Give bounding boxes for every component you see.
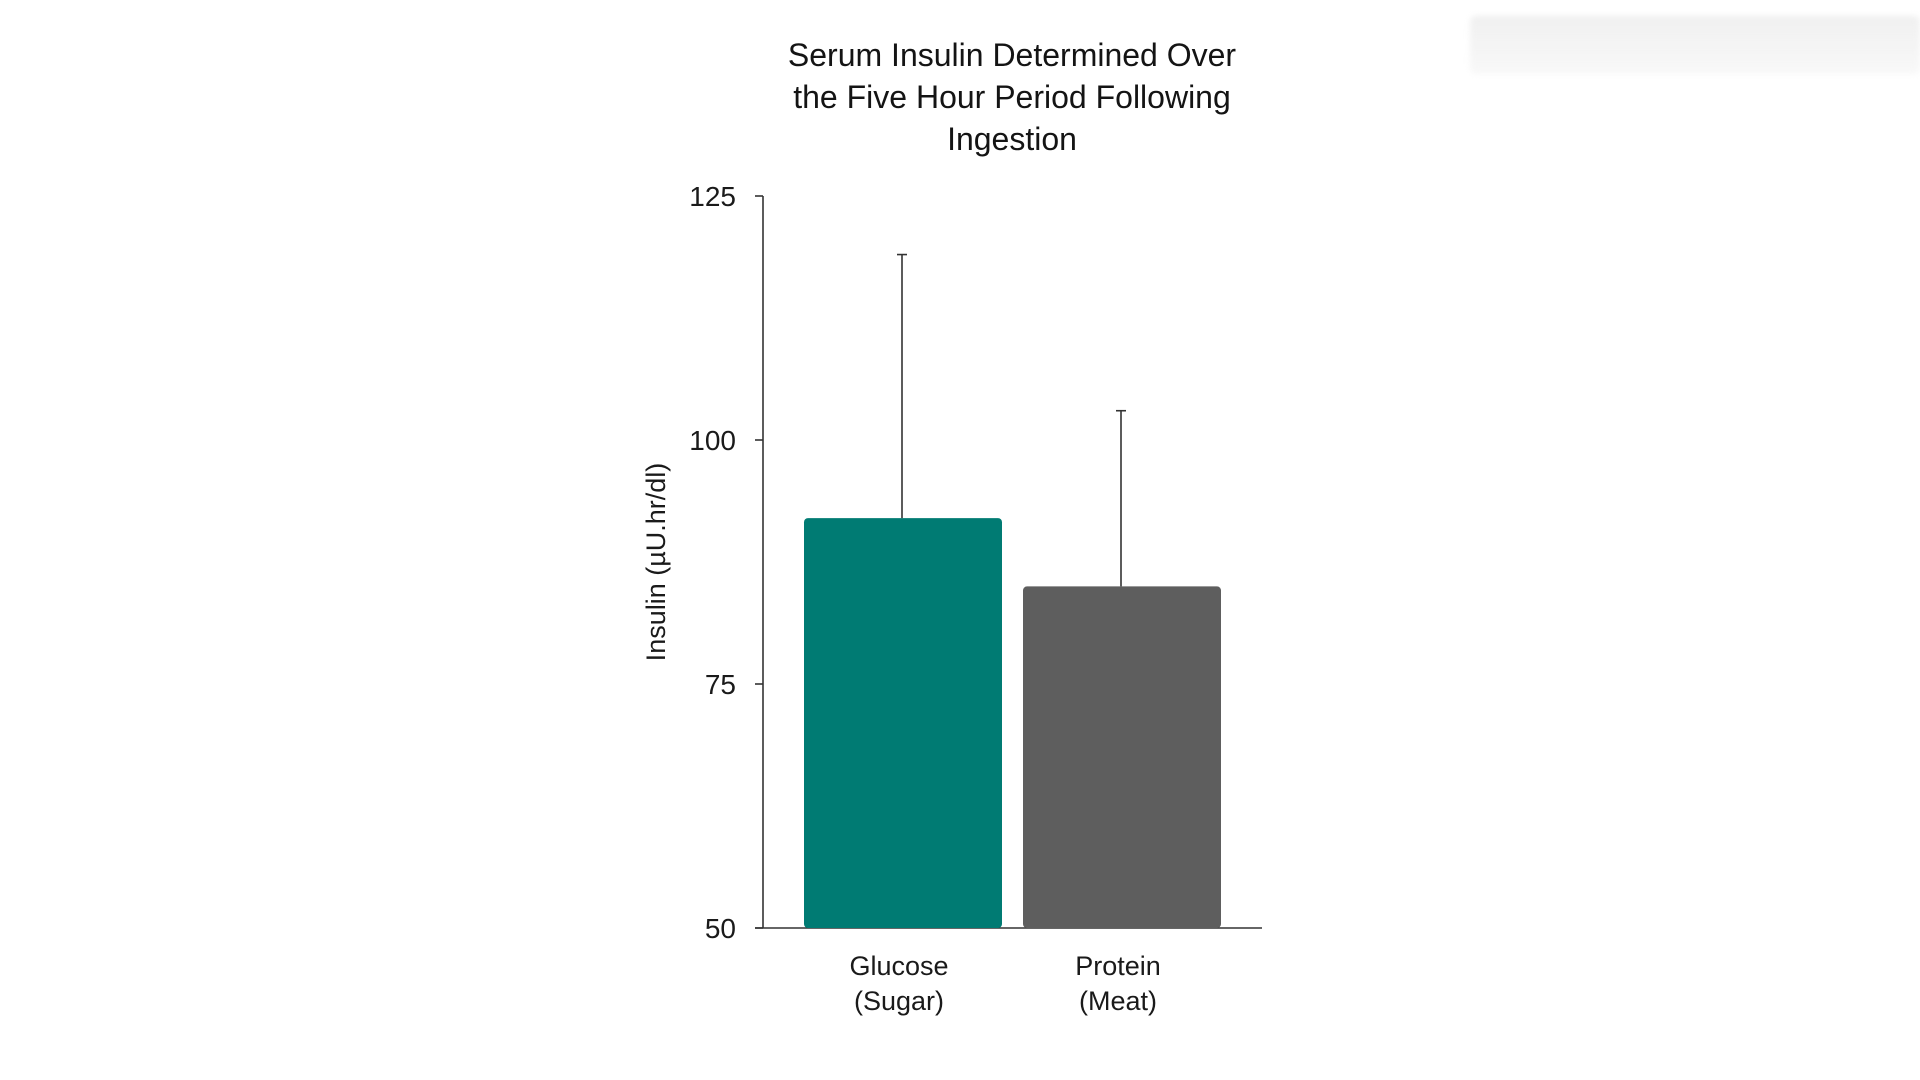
category-label: Glucose (849, 951, 948, 981)
y-axis-title: Insulin (µU.hr/dl) (641, 463, 671, 662)
y-tick-label: 100 (689, 425, 736, 456)
category-sublabel: (Meat) (1079, 986, 1157, 1016)
bar (804, 518, 1002, 928)
category-label: Protein (1075, 951, 1161, 981)
y-ticks: 50 75 100 125 (689, 181, 763, 944)
bars (804, 518, 1221, 928)
corner-shade (1470, 16, 1920, 74)
error-bars (897, 253, 1126, 587)
category-sublabel: (Sugar) (854, 986, 944, 1016)
bar (1023, 586, 1221, 928)
y-tick-label: 75 (705, 669, 736, 700)
chart-title: Serum Insulin Determined Over the Five H… (787, 37, 1237, 157)
y-tick-label: 125 (689, 181, 736, 212)
category-labels: Glucose (Sugar) Protein (Meat) (849, 951, 1160, 1016)
y-tick-label: 50 (705, 913, 736, 944)
